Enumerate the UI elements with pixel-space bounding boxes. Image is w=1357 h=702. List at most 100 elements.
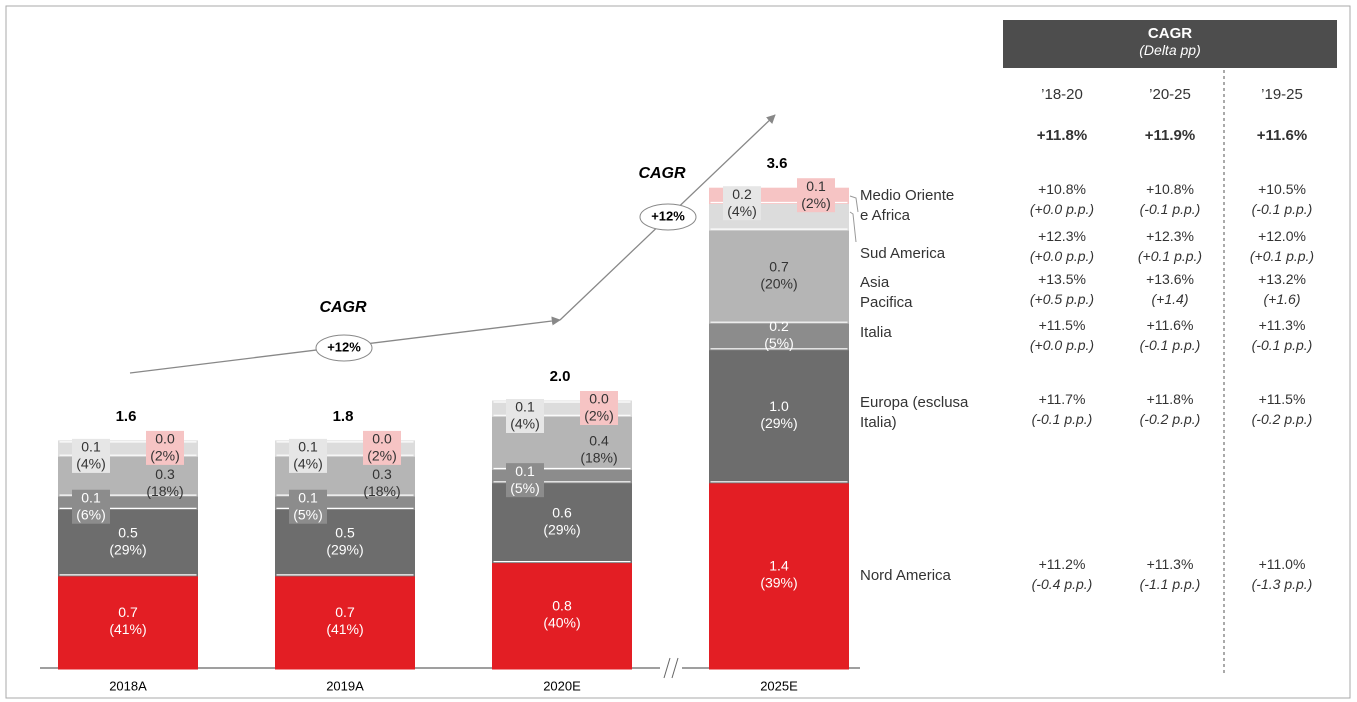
share-label: (4%) — [727, 203, 757, 219]
share-label: (41%) — [326, 621, 363, 637]
cagr-delta: (-0.1 p.p.) — [1251, 337, 1313, 353]
legend-entry: Nord America — [860, 567, 951, 584]
cagr-delta: (-0.2 p.p.) — [1251, 411, 1313, 427]
cagr-delta: (-0.2 p.p.) — [1139, 411, 1201, 427]
share-label: (29%) — [543, 521, 580, 537]
value-label: 0.1 — [515, 463, 535, 479]
legend-connector — [849, 211, 857, 243]
legend-entry: Europa (esclusa Italia) — [860, 394, 969, 431]
share-label: (40%) — [543, 615, 580, 631]
bar-segment — [275, 573, 415, 670]
label-box — [723, 186, 761, 221]
total-label: 3.6 — [767, 155, 788, 172]
cagr-delta: (+0.1 p.p.) — [1249, 248, 1315, 264]
legend-entry: Sud America — [860, 245, 946, 262]
cagr-value: +11.3% — [1146, 556, 1194, 572]
share-label: (29%) — [326, 541, 363, 557]
x-tick-label: 2019A — [326, 678, 364, 693]
column-header: ’20-25 — [1149, 86, 1191, 103]
label-box — [289, 489, 327, 524]
cagr-delta: (+0.5 p.p.) — [1029, 291, 1095, 307]
cagr-delta: (+1.6) — [1263, 291, 1301, 307]
bar-segment — [709, 480, 849, 670]
total-label: 2.0 — [550, 368, 571, 385]
cagr-value: +11.6% — [1146, 317, 1194, 333]
cagr-value: +11.7% — [1038, 391, 1086, 407]
value-label: 0.1 — [806, 178, 826, 194]
label-box — [72, 438, 110, 473]
total-label: 1.6 — [116, 408, 137, 425]
cagr-delta: (+0.0 p.p.) — [1029, 248, 1095, 264]
value-label: 0.1 — [515, 399, 535, 415]
total-cell: +11.8% — [1036, 127, 1088, 144]
value-label: 0.7 — [118, 604, 138, 620]
value-label: 0.7 — [335, 604, 355, 620]
value-label: 0.1 — [81, 439, 101, 455]
share-label: (29%) — [760, 415, 797, 431]
value-label: 0.8 — [552, 598, 572, 614]
value-label: 0.0 — [155, 431, 175, 447]
share-label: (5%) — [764, 335, 794, 351]
bar-segment — [709, 320, 849, 351]
share-label: (4%) — [510, 416, 540, 432]
table-title: CAGR — [1147, 25, 1193, 42]
axis-break — [663, 657, 671, 679]
label-box — [289, 438, 327, 473]
cagr-value: +13.5% — [1038, 271, 1086, 287]
share-label: (5%) — [293, 506, 323, 522]
cagr-value: +11.5% — [1038, 317, 1086, 333]
label-box — [146, 430, 184, 465]
share-label: (18%) — [146, 483, 183, 499]
value-label: 0.3 — [372, 466, 392, 482]
bar-segment — [492, 560, 632, 670]
axis-break-gap — [660, 660, 682, 676]
annotation-label: +12% — [327, 339, 361, 354]
cagr-value: +10.8% — [1146, 181, 1194, 197]
annotation-bubble — [639, 203, 697, 231]
cagr-delta: (-1.3 p.p.) — [1251, 576, 1313, 592]
label-box — [506, 399, 544, 433]
total-cell: +11.6% — [1256, 127, 1308, 144]
total-label: 1.8 — [333, 408, 354, 425]
value-label: 1.0 — [769, 398, 789, 414]
table-header: CAGR (Delta pp) — [1003, 20, 1337, 68]
cagr-value: +11.2% — [1038, 556, 1086, 572]
value-label: 0.0 — [372, 431, 392, 447]
cagr-delta: (-0.1 p.p.) — [1139, 337, 1201, 353]
share-label: (29%) — [109, 541, 146, 557]
cagr-value: +11.8% — [1146, 391, 1194, 407]
label-box — [72, 489, 110, 524]
cagr-delta: (+0.0 p.p.) — [1029, 201, 1095, 217]
share-label: (2%) — [584, 408, 614, 424]
table-subtitle: (Delta pp) — [1139, 42, 1201, 58]
share-label: (4%) — [76, 456, 106, 472]
legend-entry: Medio Oriente e Africa — [860, 187, 955, 224]
cagr-value: +11.5% — [1258, 391, 1306, 407]
cagr-value: +12.3% — [1038, 228, 1086, 244]
x-tick-label: 2020E — [543, 678, 581, 693]
cagr-delta: (-0.1 p.p.) — [1139, 201, 1201, 217]
cagr-delta: (-1.1 p.p.) — [1139, 576, 1201, 592]
annotation-label: +12% — [651, 208, 685, 223]
value-label: 0.1 — [298, 489, 318, 505]
annotation-bubble — [315, 334, 373, 362]
annotation-title: CAGR — [638, 165, 686, 182]
value-label: 0.0 — [589, 391, 609, 407]
legend-connector — [849, 195, 859, 213]
label-box — [797, 178, 835, 213]
total-cell: +11.9% — [1144, 127, 1196, 144]
label-box — [506, 463, 544, 498]
cagr-value: +10.8% — [1038, 181, 1086, 197]
label-box — [580, 391, 618, 425]
value-label: 0.2 — [769, 318, 789, 334]
cagr-delta: (-0.1 p.p.) — [1251, 201, 1313, 217]
cagr-value: +13.6% — [1146, 271, 1194, 287]
legend-entry: Italia — [860, 324, 892, 341]
cagr-delta: (-0.4 p.p.) — [1031, 576, 1093, 592]
value-label: 0.6 — [552, 504, 572, 520]
x-tick-label: 2018A — [109, 678, 147, 693]
value-label: 0.3 — [155, 466, 175, 482]
cagr-value: +12.3% — [1146, 228, 1194, 244]
